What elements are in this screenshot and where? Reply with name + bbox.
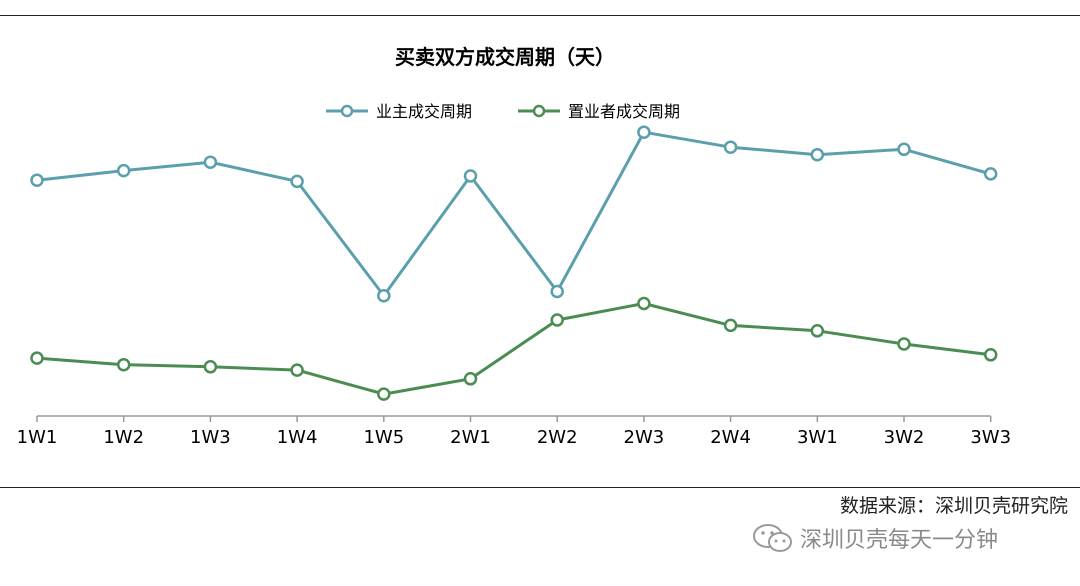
x-tick-label: 1W2 xyxy=(103,427,144,448)
chart-title: 买卖双方成交周期（天） xyxy=(395,45,615,69)
bottom-rule xyxy=(0,487,1080,488)
x-tick-label: 2W2 xyxy=(537,427,578,448)
data-point xyxy=(550,284,564,299)
wechat-icon xyxy=(752,522,794,554)
data-point xyxy=(203,155,218,169)
data-point xyxy=(723,318,738,333)
legend-marker-buyer xyxy=(532,104,546,118)
data-point xyxy=(463,169,478,183)
data-point xyxy=(550,313,564,327)
data-point xyxy=(116,357,131,372)
line-chart: 买卖双方成交周期（天） 业主成交周期 置业者成交周期 1W1 1W2 1W3 1W4 1… xyxy=(17,45,1011,448)
data-point xyxy=(30,351,44,365)
x-tick-label: 3W3 xyxy=(970,427,1011,448)
data-point xyxy=(377,387,391,401)
x-tick-label: 2W1 xyxy=(450,427,491,448)
watermark: 深圳贝壳每天一分钟 xyxy=(752,522,998,554)
data-point xyxy=(810,147,825,162)
data-point xyxy=(116,163,131,178)
x-tick-label: 1W4 xyxy=(277,427,318,448)
legend: 业主成交周期 置业者成交周期 xyxy=(326,102,680,121)
watermark-text: 深圳贝壳每天一分钟 xyxy=(800,528,999,553)
legend-item-owner: 业主成交周期 xyxy=(326,102,472,121)
legend-item-buyer: 置业者成交周期 xyxy=(518,102,680,121)
series-line xyxy=(36,130,992,298)
data-point xyxy=(723,140,738,154)
data-point xyxy=(897,337,911,351)
series-line xyxy=(36,302,991,396)
legend-label-buyer: 置业者成交周期 xyxy=(568,102,680,121)
x-tick-label: 1W1 xyxy=(17,427,58,448)
plot-area xyxy=(30,125,998,401)
x-tick-label: 2W4 xyxy=(710,427,751,448)
data-point xyxy=(290,174,304,189)
data-point xyxy=(983,167,998,181)
data-point xyxy=(637,125,651,139)
data-point xyxy=(983,348,998,362)
x-tick-label: 1W3 xyxy=(190,427,231,448)
x-tick-label: 2W3 xyxy=(624,427,665,448)
data-point xyxy=(810,324,825,338)
data-point xyxy=(30,173,44,187)
series-0 xyxy=(30,125,998,303)
data-point xyxy=(203,360,218,374)
data-point xyxy=(290,363,304,377)
x-tick-label: 3W2 xyxy=(884,427,925,448)
top-rule xyxy=(0,15,1080,16)
x-tick-label: 3W1 xyxy=(797,427,838,448)
data-point xyxy=(377,288,391,303)
x-axis: 1W1 1W2 1W3 1W4 1W5 2W1 2W2 2W3 2W4 3W1 3W2 3W3 xyxy=(17,415,1011,448)
data-point xyxy=(637,296,651,311)
legend-marker-owner xyxy=(340,104,354,118)
data-point xyxy=(463,372,478,386)
x-tick-label: 1W5 xyxy=(363,427,404,448)
series-1 xyxy=(30,296,998,401)
data-point xyxy=(897,142,911,157)
legend-label-owner: 业主成交周期 xyxy=(376,102,472,121)
source-note: 数据来源：深圳贝壳研究院 xyxy=(839,495,1068,517)
